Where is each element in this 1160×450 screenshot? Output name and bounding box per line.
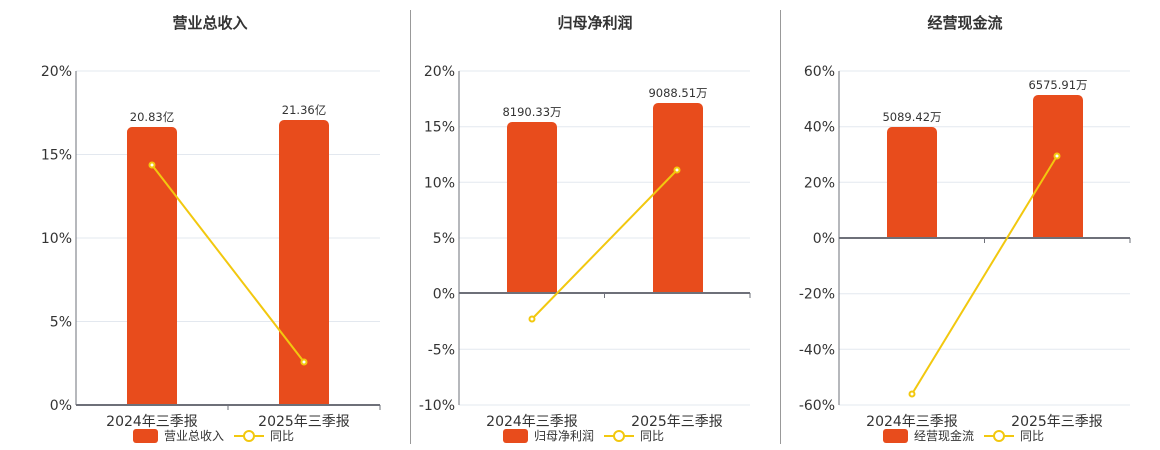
yoy-line <box>531 169 678 320</box>
svg-text:10%: 10% <box>424 175 455 191</box>
chart-plot-revenue: 0% 5% 10% 15% 20% 20.83亿 21.36亿 2024年三季报… <box>41 64 381 430</box>
svg-text:-10%: -10% <box>419 398 455 414</box>
yoy-point[interactable] <box>908 390 916 398</box>
chart-title: 经营现金流 <box>927 14 1003 32</box>
bar-value-label: 9088.51万 <box>648 86 707 100</box>
line-legend-marker-icon[interactable] <box>984 429 1015 443</box>
svg-text:0%: 0% <box>813 231 835 247</box>
chart-panel-revenue: 营业总收入 0% 5% 10% 15% 20% 20.83亿 21.36亿 20… <box>0 0 410 450</box>
yoy-line <box>151 164 305 363</box>
bar-legend-swatch-icon[interactable] <box>133 428 158 443</box>
legend-line-label[interactable]: 同比 <box>1020 429 1045 443</box>
bar-value-label: 8190.33万 <box>502 105 561 119</box>
chart-legend: 营业总收入 同比 <box>133 427 294 444</box>
bar-value-label: 6575.91万 <box>1028 78 1087 92</box>
x-axis-label: 2024年三季报 <box>106 414 198 430</box>
x-axis-label: 2025年三季报 <box>258 414 350 430</box>
y-axis-labels: -60% -40% -20% 0% 20% 40% 60% <box>799 64 835 414</box>
chart-legend: 经营现金流 同比 <box>883 427 1044 444</box>
panel-divider <box>410 10 411 444</box>
line-legend-marker-icon[interactable] <box>604 429 635 443</box>
x-axis-label: 2024年三季报 <box>486 414 578 430</box>
x-axis-label: 2024年三季报 <box>866 414 958 430</box>
bar-value-label: 20.83亿 <box>130 110 174 124</box>
x-axis-label: 2025年三季报 <box>1011 414 1103 430</box>
svg-text:-40%: -40% <box>799 342 835 358</box>
yoy-point[interactable] <box>300 358 308 366</box>
yoy-point[interactable] <box>148 161 156 169</box>
chart-panel-net-profit: 归母净利润 -10% -5% 0% 5% 10% 15% 20% <box>410 0 780 450</box>
yoy-point[interactable] <box>1053 152 1061 160</box>
bar-legend-swatch-icon[interactable] <box>503 428 528 443</box>
chart-title: 营业总收入 <box>172 14 248 32</box>
chart-panel-operating-cash-flow: 经营现金流 -60% -40% -20% 0% 20% 40% 60% <box>780 0 1160 450</box>
yoy-point[interactable] <box>528 315 536 323</box>
line-legend-marker-icon[interactable] <box>234 429 265 443</box>
panel-divider <box>780 10 781 444</box>
chart-legend: 归母净利润 同比 <box>503 427 664 444</box>
bar-value-label: 21.36亿 <box>282 103 326 117</box>
chart-plot-operating-cash-flow: -60% -40% -20% 0% 20% 40% 60% 5089.42万 6… <box>799 64 1131 430</box>
svg-text:20%: 20% <box>804 175 835 191</box>
svg-text:0%: 0% <box>433 287 455 303</box>
svg-text:-5%: -5% <box>428 342 455 358</box>
yoy-point[interactable] <box>673 166 681 174</box>
x-axis-label: 2025年三季报 <box>631 414 723 430</box>
y-axis-labels: -10% -5% 0% 5% 10% 15% 20% <box>419 64 455 414</box>
bar-legend-swatch-icon[interactable] <box>883 428 908 443</box>
chart-plot-net-profit: -10% -5% 0% 5% 10% 15% 20% 8190.33万 9088… <box>419 64 751 430</box>
svg-text:10%: 10% <box>41 231 72 247</box>
svg-text:40%: 40% <box>804 120 835 136</box>
legend-bar-label[interactable]: 营业总收入 <box>164 429 225 443</box>
gridlines <box>459 70 750 406</box>
bar-value-label: 5089.42万 <box>882 110 941 124</box>
gridlines <box>76 70 380 322</box>
svg-text:60%: 60% <box>804 64 835 80</box>
legend-bar-label[interactable]: 经营现金流 <box>914 429 975 443</box>
svg-text:5%: 5% <box>433 231 455 247</box>
svg-text:-60%: -60% <box>799 398 835 414</box>
svg-text:5%: 5% <box>50 315 72 331</box>
legend-line-label[interactable]: 同比 <box>640 429 665 443</box>
svg-text:15%: 15% <box>424 120 455 136</box>
svg-text:15%: 15% <box>41 148 72 164</box>
legend-line-label[interactable]: 同比 <box>270 429 295 443</box>
yoy-line <box>911 155 1058 395</box>
svg-text:0%: 0% <box>50 398 72 414</box>
legend-bar-label[interactable]: 归母净利润 <box>534 429 595 443</box>
svg-text:20%: 20% <box>41 64 72 80</box>
svg-text:-20%: -20% <box>799 287 835 303</box>
y-axis-labels: 0% 5% 10% 15% 20% <box>41 64 72 414</box>
chart-title: 归母净利润 <box>557 14 633 32</box>
svg-text:20%: 20% <box>424 64 455 80</box>
